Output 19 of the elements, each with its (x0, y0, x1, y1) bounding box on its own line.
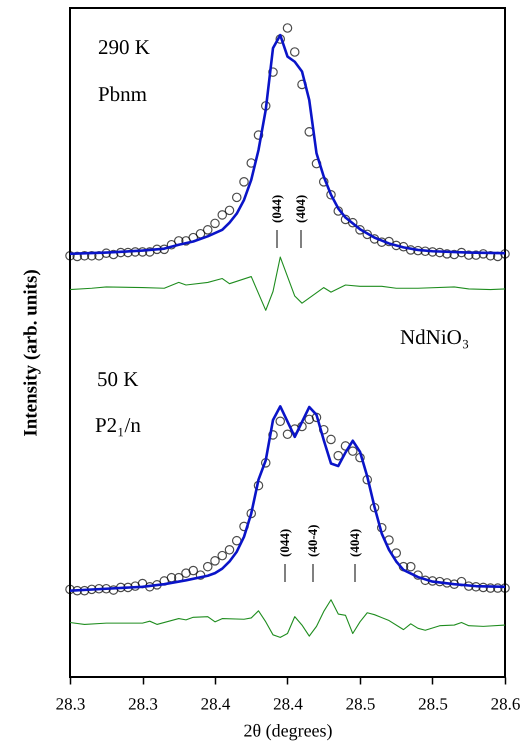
annotation: NdNiO₃ (400, 325, 470, 349)
annotation: 290 K (98, 35, 150, 59)
annotation: (40-4) (305, 524, 320, 557)
annotation: (044) (277, 528, 292, 557)
annotation: (404) (293, 194, 308, 223)
x-tick-label: 28.5 (418, 694, 448, 714)
x-tick-label: 28.5 (346, 694, 376, 714)
x-axis-title: 2θ (degrees) (243, 720, 333, 740)
x-tick-label: 28.3 (56, 694, 86, 714)
annotation: 50 K (97, 367, 138, 391)
x-tick-label: 28.4 (200, 694, 231, 714)
annotation: (404) (347, 528, 362, 557)
x-tick-label: 28.6 (490, 694, 520, 714)
x-tick-label: 28.3 (128, 694, 158, 714)
y-axis-title: Intensity (arb. units) (20, 269, 42, 437)
annotation: (044) (269, 194, 284, 223)
annotation: Pbnm (98, 82, 148, 106)
annotation: P2₁/n (95, 413, 142, 437)
x-tick-label: 28.4 (273, 694, 304, 714)
